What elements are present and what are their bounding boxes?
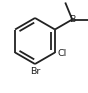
- Text: Br: Br: [30, 67, 40, 76]
- Text: B: B: [69, 15, 75, 24]
- Text: OH: OH: [58, 0, 72, 2]
- Text: Cl: Cl: [57, 49, 67, 57]
